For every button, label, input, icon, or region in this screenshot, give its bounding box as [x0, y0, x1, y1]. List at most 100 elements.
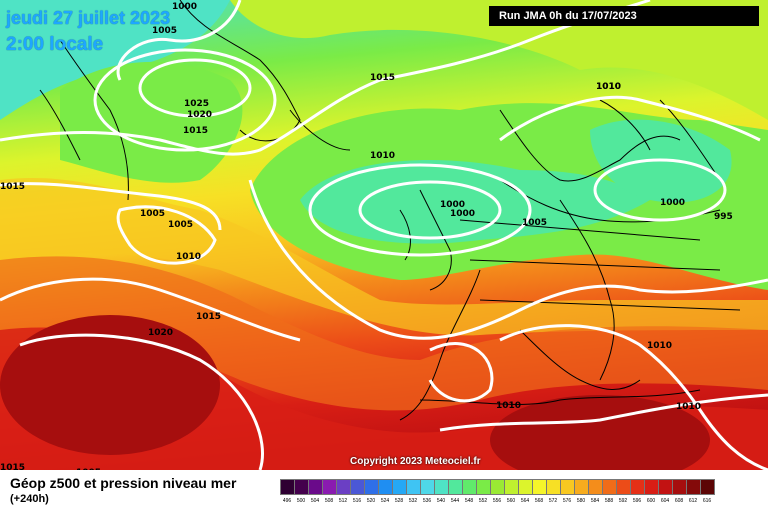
- scale-tick-label: 588: [604, 498, 614, 504]
- legend-panel: Géop z500 et pression niveau mer (+240h)…: [0, 470, 768, 512]
- scale-swatch: [350, 479, 365, 495]
- scale-tick-label: 568: [534, 498, 544, 504]
- scale-swatch: [364, 479, 379, 495]
- isobar-label: 1015: [0, 463, 25, 470]
- isobar-label: 1000: [660, 198, 685, 208]
- isobar-label: 1015: [196, 312, 221, 322]
- high-center-mediterranean: [490, 395, 710, 470]
- scale-swatch: [588, 479, 603, 495]
- scale-tick-label: 596: [632, 498, 642, 504]
- scale-swatch: [406, 479, 421, 495]
- scale-swatch: [308, 479, 323, 495]
- isobar-label: 1015: [183, 126, 208, 136]
- isobar-label: 1005: [152, 26, 177, 36]
- scale-swatch: [476, 479, 491, 495]
- scale-swatch: [434, 479, 449, 495]
- scale-tick-label: 516: [352, 498, 362, 504]
- scale-swatch: [574, 479, 589, 495]
- scale-swatch: [462, 479, 477, 495]
- scale-swatch: [546, 479, 561, 495]
- isobar-label: 1000: [172, 2, 197, 12]
- scale-swatch: [448, 479, 463, 495]
- band-552: [60, 61, 243, 183]
- isobar-label: 1010: [647, 341, 672, 351]
- geopotential-field: 1000 1005 1015 1025 1020 1015 1015 1010 …: [0, 0, 768, 470]
- scale-tick-label: 608: [674, 498, 684, 504]
- isobar-label: 1025: [184, 99, 209, 109]
- scale-swatch: [686, 479, 701, 495]
- forecast-date: jeudi 27 juillet 2023: [6, 8, 171, 28]
- scale-tick-label: 604: [660, 498, 670, 504]
- isobar-label: 1015: [0, 182, 25, 192]
- color-scale: [280, 479, 715, 495]
- scale-tick-label: 512: [338, 498, 348, 504]
- scale-swatch: [560, 479, 575, 495]
- scale-swatch: [602, 479, 617, 495]
- scale-tick-label: 612: [688, 498, 698, 504]
- legend-title: Géop z500 et pression niveau mer: [10, 475, 237, 491]
- scale-tick-label: 552: [478, 498, 488, 504]
- coastlines: [39, 0, 741, 421]
- scale-swatch: [700, 479, 715, 495]
- scale-swatch: [658, 479, 673, 495]
- scale-tick-label: 520: [366, 498, 376, 504]
- high-center-azores: [0, 315, 220, 455]
- scale-tick-label: 532: [408, 498, 418, 504]
- scale-swatch: [672, 479, 687, 495]
- scale-swatch: [420, 479, 435, 495]
- scale-swatch: [392, 479, 407, 495]
- isobar-label: 1010: [596, 82, 621, 92]
- model-run-badge: Run JMA 0h du 17/07/2023: [489, 6, 759, 26]
- scale-swatch: [518, 479, 533, 495]
- scale-tick-label: 524: [380, 498, 390, 504]
- isobar-label: 1010: [596, 82, 621, 92]
- scale-tick-label: 500: [296, 498, 306, 504]
- isobar-label: 1020: [187, 110, 212, 120]
- scale-tick-label: 616: [702, 498, 712, 504]
- isobar-label: 995: [714, 212, 733, 222]
- color-scale-labels: 496 500 504 508 512 516 520 524 528 532 536 540 544 5…: [280, 498, 714, 504]
- scale-tick-label: 584: [590, 498, 600, 504]
- scale-tick-label: 528: [394, 498, 404, 504]
- scale-swatch: [532, 479, 547, 495]
- isobar-label: 1005: [140, 209, 165, 219]
- scale-swatch: [630, 479, 645, 495]
- band-536: [0, 0, 230, 120]
- scale-tick-label: 580: [576, 498, 586, 504]
- band-588: [0, 256, 768, 411]
- scale-tick-label: 600: [646, 498, 656, 504]
- scale-swatch: [504, 479, 519, 495]
- scale-tick-label: 560: [506, 498, 516, 504]
- forecast-map: 1000 1005 1015 1025 1020 1015 1015 1010 …: [0, 0, 768, 470]
- scale-tick-label: 592: [618, 498, 628, 504]
- isobar-label: 1000: [440, 200, 465, 210]
- isobar-label: 1010: [676, 402, 701, 412]
- isobar-label: 1005: [168, 220, 193, 230]
- band-564: [230, 0, 768, 120]
- scale-swatch: [644, 479, 659, 495]
- isobar-label: 1005: [76, 468, 101, 470]
- lead-time: (+240h): [10, 493, 49, 505]
- scale-tick-label: 572: [548, 498, 558, 504]
- scale-swatch: [294, 479, 309, 495]
- isobar-labels: 1000 1005 1015 1025 1020 1015 1015 1010 …: [0, 2, 733, 470]
- scale-swatch: [490, 479, 505, 495]
- isobar-label: 1010: [496, 401, 521, 411]
- isobar-label: 1020: [148, 328, 173, 338]
- copyright-text: Copyright 2023 Meteociel.fr: [350, 456, 481, 467]
- isobars: [0, 0, 768, 470]
- scale-swatch: [378, 479, 393, 495]
- scale-tick-label: 536: [422, 498, 432, 504]
- scale-swatch: [280, 479, 295, 495]
- scale-swatch: [322, 479, 337, 495]
- scale-tick-label: 544: [450, 498, 460, 504]
- isobar-label: 1010: [370, 151, 395, 161]
- scale-tick-label: 508: [324, 498, 334, 504]
- scale-tick-label: 576: [562, 498, 572, 504]
- isobar-label: 1015: [370, 73, 395, 83]
- scale-swatch: [336, 479, 351, 495]
- scale-tick-label: 504: [310, 498, 320, 504]
- scale-swatch: [616, 479, 631, 495]
- isobar-label: 1005: [522, 218, 547, 228]
- isobar-label: 1010: [176, 252, 201, 262]
